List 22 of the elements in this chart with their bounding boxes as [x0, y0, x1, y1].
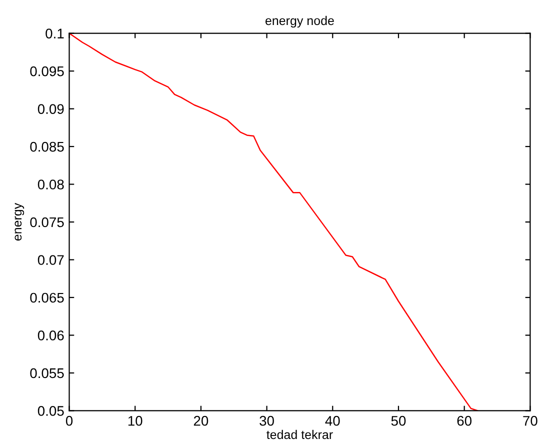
y-tick-label: 0.06 [38, 330, 64, 340]
y-axis-title: energy [14, 202, 24, 241]
y-tick-label: 0.09 [38, 104, 64, 114]
x-tick-label: 40 [325, 416, 340, 426]
x-tick-label: 50 [391, 416, 406, 426]
y-tick-label: 0.085 [30, 142, 64, 152]
y-tick-label: 0.07 [38, 255, 64, 265]
x-tick-label: 60 [457, 416, 472, 426]
chart-title: energy node [266, 16, 334, 28]
x-tick-label: 10 [128, 416, 142, 426]
x-tick-label: 0 [66, 416, 73, 426]
x-axis-title: tedad tekrar [266, 430, 333, 440]
y-tick-label: 0.095 [30, 66, 64, 76]
y-tick-label: 0.1 [46, 28, 64, 38]
y-tick-label: 0.055 [30, 368, 64, 378]
y-tick-label: 0.08 [38, 180, 64, 190]
y-tick-label: 0.075 [30, 217, 64, 228]
y-tick-label: 0.05 [38, 406, 64, 416]
x-tick-label: 70 [523, 416, 538, 426]
x-tick-label: 30 [260, 416, 274, 426]
y-tick-label: 0.065 [30, 292, 64, 303]
x-tick-label: 20 [194, 416, 208, 426]
